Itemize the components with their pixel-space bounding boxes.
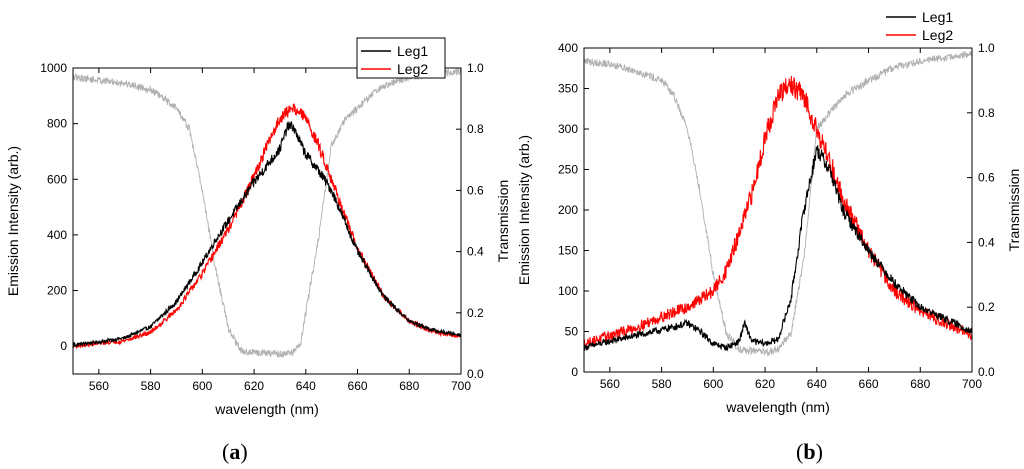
x-tick-label: 620 xyxy=(244,379,264,393)
x-tick-label: 660 xyxy=(348,379,368,393)
y2-tick-label: 0.8 xyxy=(978,106,995,120)
y2-axis-title: Transmission xyxy=(495,180,511,263)
y-tick-label: 200 xyxy=(47,284,67,298)
legend-label-leg1: Leg1 xyxy=(922,9,953,25)
y2-tick-label: 1.0 xyxy=(978,41,995,55)
x-axis-title: wavelength (nm) xyxy=(725,399,830,415)
y2-tick-label: 0.4 xyxy=(978,235,995,249)
y-tick-label: 50 xyxy=(565,325,579,339)
chart-panel-a: 560 580 600 620 640 660 680 700 0 200 400 600 800 100… xyxy=(5,37,511,464)
panel-label-letter: a xyxy=(229,439,240,464)
y2-tick-label: 0.6 xyxy=(978,171,995,185)
y-tick-label: 400 xyxy=(558,41,578,55)
x-tick-label: 600 xyxy=(703,377,723,391)
x-tick-label: 560 xyxy=(600,377,620,391)
legend-label-leg2: Leg2 xyxy=(397,61,428,77)
x-tick-label: 580 xyxy=(141,379,161,393)
legend-label-leg1: Leg1 xyxy=(397,43,428,59)
legend: Leg1 Leg2 xyxy=(356,37,446,79)
legend: Leg1 Leg2 xyxy=(882,4,970,44)
y-tick-label: 0 xyxy=(60,339,67,353)
panel-label: (a) xyxy=(222,439,248,464)
x-tick-label: 660 xyxy=(859,377,879,391)
chart-panel-b: 560 580 600 620 640 660 680 700 0 50 100 150 200 250 3… xyxy=(516,4,1022,464)
panel-label-close: ) xyxy=(240,439,247,464)
y-tick-label: 1000 xyxy=(40,61,67,75)
y2-tick-label: 0.2 xyxy=(978,300,995,314)
y2-tick-label: 0.0 xyxy=(978,365,995,379)
y-tick-label: 100 xyxy=(558,284,578,298)
y-tick-label: 300 xyxy=(558,122,578,136)
x-axis-title: wavelength (nm) xyxy=(214,401,319,417)
x-tick-label: 640 xyxy=(296,379,316,393)
y2-tick-label: 1.0 xyxy=(467,61,484,75)
plot-frame xyxy=(72,67,462,375)
x-tick-label: 680 xyxy=(910,377,930,391)
y-tick-label: 400 xyxy=(47,228,67,242)
x-tick-label: 700 xyxy=(451,379,471,393)
x-tick-label: 580 xyxy=(652,377,672,391)
y-tick-label: 250 xyxy=(558,163,578,177)
panel-label-letter: b xyxy=(803,439,815,464)
y2-axis-title: Transmission xyxy=(1006,169,1022,252)
y-axis-title: Emission Intensity (arb.) xyxy=(5,146,21,296)
y2-tick-label: 0.4 xyxy=(467,245,484,259)
y-tick-label: 350 xyxy=(558,82,578,96)
series-leg2-line xyxy=(584,75,972,350)
x-tick-label: 560 xyxy=(89,379,109,393)
series-transmission-line xyxy=(584,50,972,357)
legend-box xyxy=(356,37,446,79)
legend-box xyxy=(882,4,970,44)
series-transmission-line xyxy=(73,68,461,359)
panel-label: (b) xyxy=(796,439,823,464)
panel-label-open: ( xyxy=(222,439,229,464)
legend-label-leg2: Leg2 xyxy=(922,27,953,43)
y-tick-label: 600 xyxy=(47,172,67,186)
x-tick-label: 700 xyxy=(962,377,982,391)
series-leg2-line xyxy=(73,103,461,350)
y2-tick-label: 0.2 xyxy=(467,306,484,320)
y-tick-label: 0 xyxy=(571,365,578,379)
x-tick-label: 620 xyxy=(755,377,775,391)
y2-tick-label: 0.6 xyxy=(467,183,484,197)
panel-label-close: ) xyxy=(816,439,823,464)
series-leg1-line xyxy=(584,145,972,352)
series-leg1-line xyxy=(73,120,461,348)
y-tick-label: 800 xyxy=(47,117,67,131)
y-tick-label: 200 xyxy=(558,203,578,217)
y2-tick-label: 0.0 xyxy=(467,367,484,381)
x-tick-label: 600 xyxy=(192,379,212,393)
panel-label-open: ( xyxy=(796,439,803,464)
y-tick-label: 150 xyxy=(558,244,578,258)
y2-tick-label: 0.8 xyxy=(467,122,484,136)
y-axis-title: Emission Intensity (arb.) xyxy=(516,135,532,285)
x-tick-label: 680 xyxy=(399,379,419,393)
x-tick-label: 640 xyxy=(807,377,827,391)
